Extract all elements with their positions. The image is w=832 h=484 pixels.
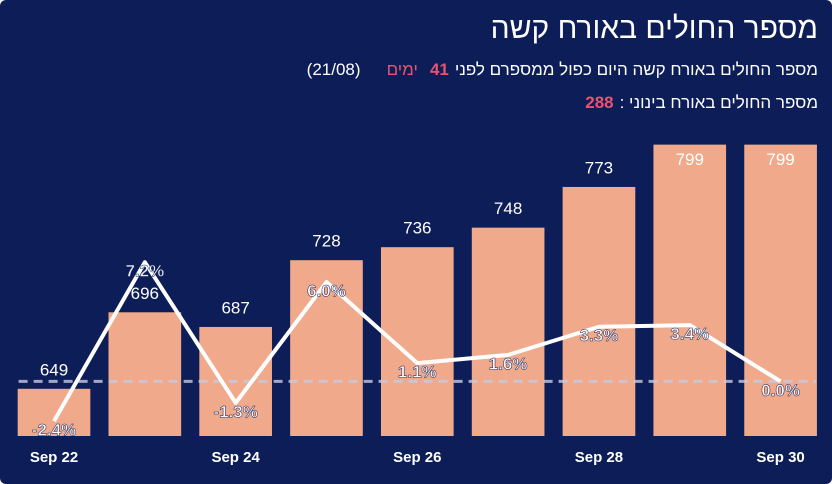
- change-label: 6.0%: [307, 282, 346, 301]
- x-tick-label: Sep 22: [30, 449, 78, 466]
- bar: [744, 144, 817, 436]
- bar: [108, 312, 182, 436]
- change-label: -1.3%: [213, 402, 257, 421]
- subtitle: מספר החולים באורח קשה היום כפול ממספרם ל…: [307, 60, 818, 80]
- bar-label: 773: [585, 158, 613, 177]
- change-label: 0.0%: [761, 381, 800, 400]
- date: (21/08): [306, 60, 361, 79]
- chart-title: מספר החולים באורח קשה: [490, 12, 818, 45]
- x-tick-label: Sep 24: [211, 449, 260, 466]
- moderate-text: מספר החולים באורח בינוני :: [619, 93, 818, 112]
- change-label: 3.3%: [580, 326, 619, 345]
- days: 41: [429, 60, 449, 79]
- change-label: 1.6%: [489, 354, 528, 373]
- bar: [562, 186, 636, 436]
- x-tick-label: Sep 26: [393, 449, 441, 466]
- moderate-value: 288: [585, 93, 614, 112]
- subtitle-text: מספר החולים באורח קשה היום כפול ממספרם ל…: [454, 60, 818, 79]
- days-label: ימים: [386, 60, 418, 79]
- change-label: 1.1%: [398, 363, 437, 382]
- x-tick-label: Sep 30: [756, 449, 804, 466]
- bar: [290, 260, 363, 436]
- bar-label: 649: [40, 360, 68, 379]
- bar-label: 687: [221, 298, 249, 317]
- bar-label: 728: [312, 232, 340, 251]
- change-label: 3.4%: [670, 325, 709, 344]
- change-label: 7.2%: [125, 262, 164, 281]
- moderate-line: מספר החולים באורח בינוני : 288: [579, 93, 818, 113]
- bar: [653, 144, 727, 436]
- x-tick-label: Sep 28: [575, 449, 623, 466]
- change-label: -2.4%: [32, 421, 76, 440]
- bar: [471, 227, 545, 436]
- bar-label: 696: [131, 284, 159, 303]
- change-line: [52, 260, 782, 423]
- bar-label: 799: [676, 150, 704, 169]
- bar-label: 748: [494, 199, 522, 218]
- bar-label: 736: [403, 219, 431, 238]
- bar: [17, 388, 91, 436]
- bar-label: 799: [766, 150, 794, 169]
